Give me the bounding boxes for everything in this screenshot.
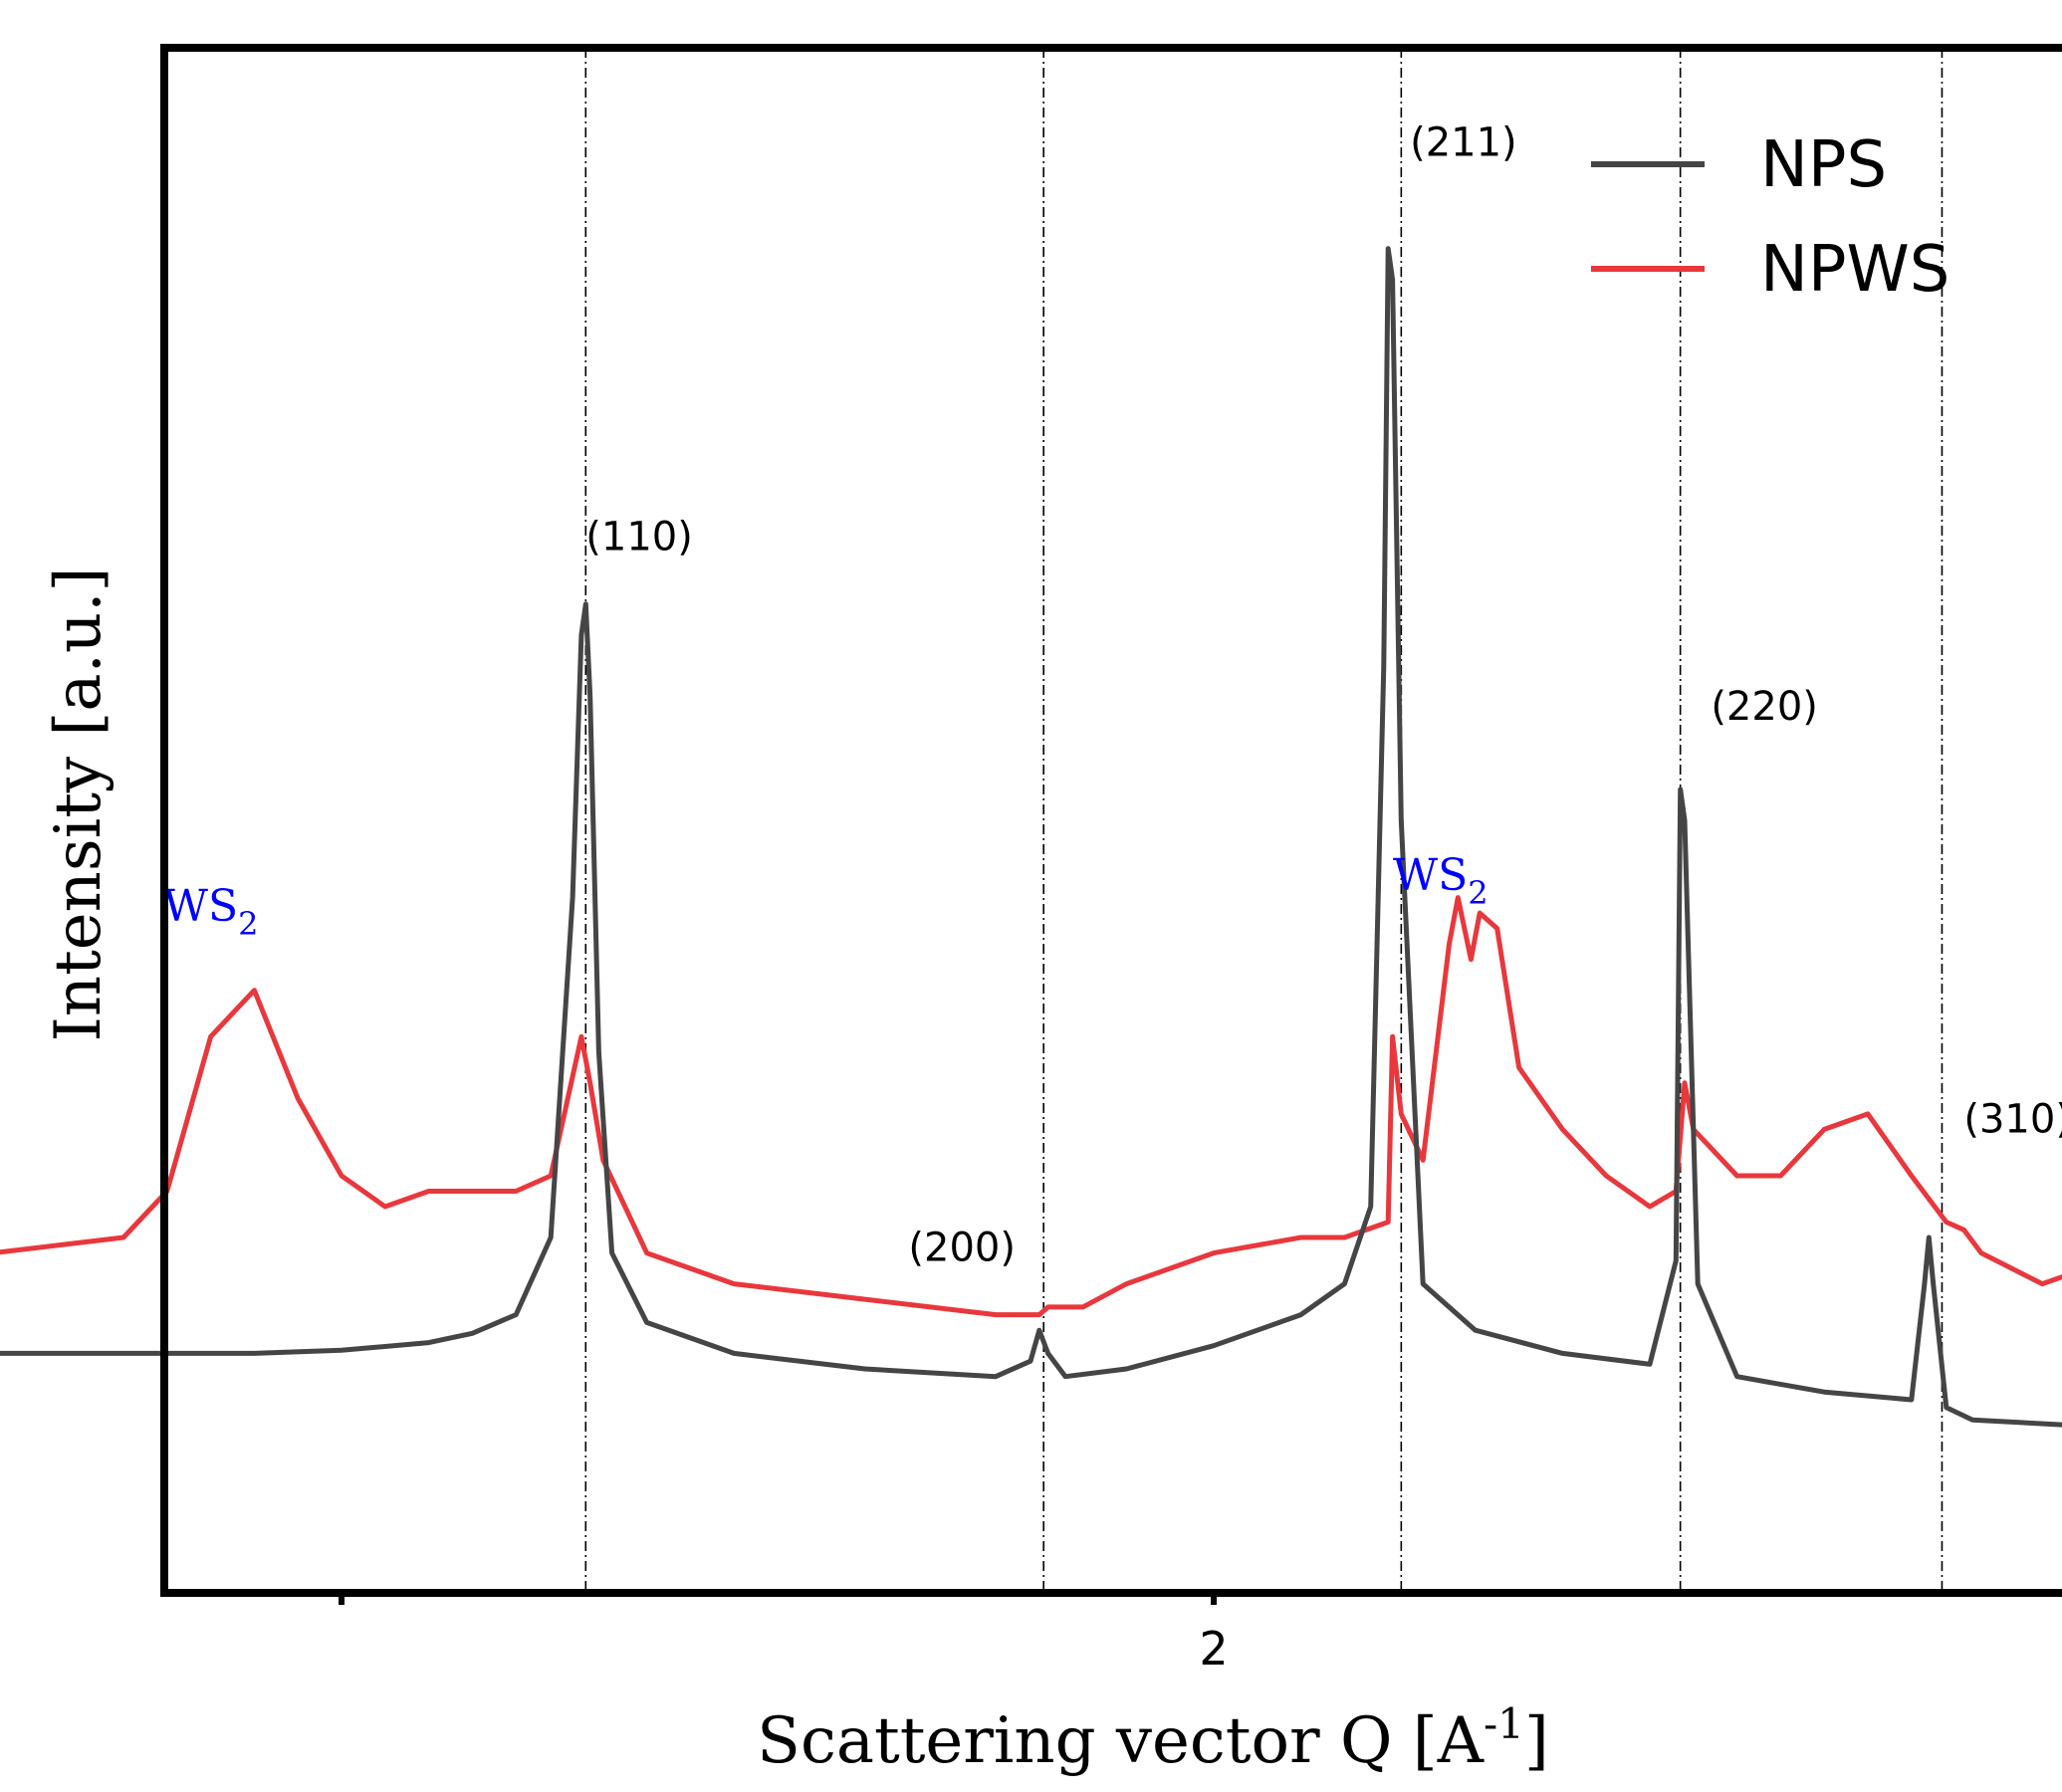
series-line-npws [0,895,2062,1318]
x-tick-label: 2 [1199,1622,1228,1676]
legend-label-nps: NPS [1760,128,1887,202]
peak-label-110: (110) [585,514,693,560]
peak-label-220: (220) [1711,684,1818,730]
plot-series [0,246,2062,1428]
x-axis-label: Scattering vector Q [A-1] [757,1699,1549,1778]
peak-label-310: (310) [1963,1097,2062,1143]
phase-label-subscript: 2 [238,905,258,943]
phase-label-main: WS [1393,850,1468,901]
y-axis-label: Intensity [a.u.] [42,567,115,1042]
phase-label-main: WS [163,881,238,932]
legend: NPS NPWS [1591,128,1949,307]
phase-label-ws2-2: WS2 [1393,850,1489,912]
phase-label-ws2-1: WS2 [163,881,259,943]
x-axis-ticks: 24 [339,1593,1229,1676]
x-axis-label-superscript: -1 [1484,1699,1524,1748]
peak-label-200: (200) [908,1225,1016,1270]
legend-label-npws: NPWS [1760,233,1949,307]
plot-frame [160,44,2062,1597]
x-axis-label-main: Scattering vector Q [A [757,1704,1485,1778]
phase-label-subscript: 2 [1468,874,1488,912]
peak-label-211: (211) [1410,120,1517,166]
series-line-nps [0,246,2062,1428]
peak-annotations: (110)(200)(211)(220)(310)(222)(321)(330)… [163,120,2062,1271]
x-axis-label-end: ] [1524,1704,1549,1778]
